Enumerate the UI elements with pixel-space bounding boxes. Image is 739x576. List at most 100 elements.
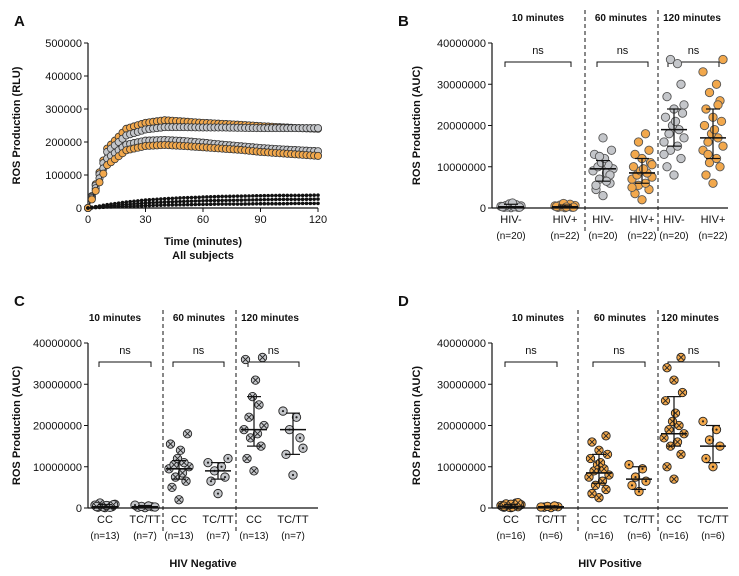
data-point-cross [674, 439, 681, 445]
data-point [591, 180, 601, 190]
data-point [277, 201, 282, 206]
data-point-dot [301, 447, 305, 450]
data-point [644, 145, 654, 155]
group-n-label: (n=13) [164, 531, 193, 542]
y-tick-label: 0 [76, 203, 82, 215]
significance-bracket [504, 361, 558, 367]
group-hiv--t1 [627, 129, 657, 205]
data-point [143, 203, 148, 208]
data-point [716, 116, 727, 127]
data-point [95, 178, 104, 187]
significance-bracket [247, 361, 300, 367]
data-point [235, 202, 240, 206]
data-point-cross [169, 484, 175, 491]
data-point-cross [246, 414, 252, 421]
group-tc-tt-t1 [203, 453, 233, 499]
data-point [166, 203, 171, 207]
group-cc-t0 [496, 497, 526, 513]
data-point-cross [167, 441, 174, 447]
data-point-cross [601, 465, 607, 472]
group-tc-tt-t0 [130, 500, 160, 513]
data-point [189, 199, 194, 203]
data-point-cross [252, 377, 259, 384]
data-point [289, 201, 293, 206]
data-point-cross [664, 364, 670, 371]
data-point-cross [586, 474, 592, 480]
data-point [266, 197, 270, 202]
x-tick-label: 30 [139, 214, 151, 226]
data-point [270, 197, 274, 202]
data-point [247, 198, 251, 202]
group-n-label: (n=13) [239, 531, 268, 542]
data-point [251, 202, 255, 206]
data-point [316, 193, 320, 197]
data-point [713, 100, 723, 110]
data-point [174, 199, 178, 204]
data-point [185, 195, 190, 200]
data-point [205, 195, 209, 199]
data-point [630, 149, 640, 160]
data-point-cross [596, 447, 602, 454]
data-point-cross [671, 377, 677, 384]
data-point [155, 203, 159, 208]
data-point-cross [603, 486, 609, 493]
data-point [224, 202, 228, 206]
data-point [228, 202, 232, 206]
group-label: CC [666, 514, 682, 526]
data-point [151, 203, 155, 208]
group-label: CC [591, 514, 607, 526]
data-point-dot [711, 465, 715, 468]
data-point-dot [634, 475, 637, 479]
significance-label: ns [193, 345, 205, 357]
data-point [132, 204, 136, 208]
y-tick-label: 400000 [45, 71, 82, 83]
chart-subtitle: All subjects [172, 250, 234, 262]
data-point [254, 194, 259, 198]
data-point-dot [298, 436, 302, 439]
data-point [101, 205, 106, 210]
data-point [274, 193, 278, 198]
group-n-label: (n=16) [659, 531, 688, 542]
data-point [224, 198, 228, 203]
data-point [174, 203, 178, 207]
data-point [159, 203, 163, 207]
data-point [174, 196, 178, 200]
group-label: TC/TT [535, 514, 566, 526]
data-point [228, 198, 232, 203]
panel-letter: A [14, 13, 25, 30]
data-point-cross [679, 389, 686, 396]
x-axis-label: Time (minutes) [164, 236, 242, 248]
data-point-dot [708, 438, 711, 442]
data-point [281, 193, 286, 198]
data-point [197, 195, 201, 200]
data-point [147, 203, 152, 208]
data-point-cross [676, 422, 682, 429]
data-point [212, 202, 217, 206]
data-point [628, 162, 639, 172]
y-tick-label: 40000000 [437, 338, 486, 350]
data-point [239, 202, 244, 206]
x-tick-label: 120 [309, 214, 327, 226]
data-point [316, 197, 320, 201]
group-label: TC/TT [202, 514, 233, 526]
data-point [598, 190, 608, 201]
data-point [147, 201, 152, 205]
panel-letter: C [14, 293, 25, 310]
data-point [166, 196, 171, 201]
y-tick-label: 30000000 [437, 79, 486, 91]
data-point [640, 129, 651, 139]
data-point [159, 197, 163, 201]
data-point [243, 194, 247, 198]
data-point [274, 201, 278, 206]
data-point [139, 204, 144, 208]
data-point [251, 198, 255, 202]
data-point-cross [259, 354, 266, 361]
data-point-cross [589, 439, 595, 445]
data-point [182, 195, 186, 200]
group-label: HIV+ [553, 214, 578, 226]
group-label: CC [246, 514, 262, 526]
y-tick-label: 0 [76, 503, 82, 515]
data-point [212, 194, 217, 199]
data-point-dot [216, 492, 220, 495]
data-point [254, 201, 259, 206]
